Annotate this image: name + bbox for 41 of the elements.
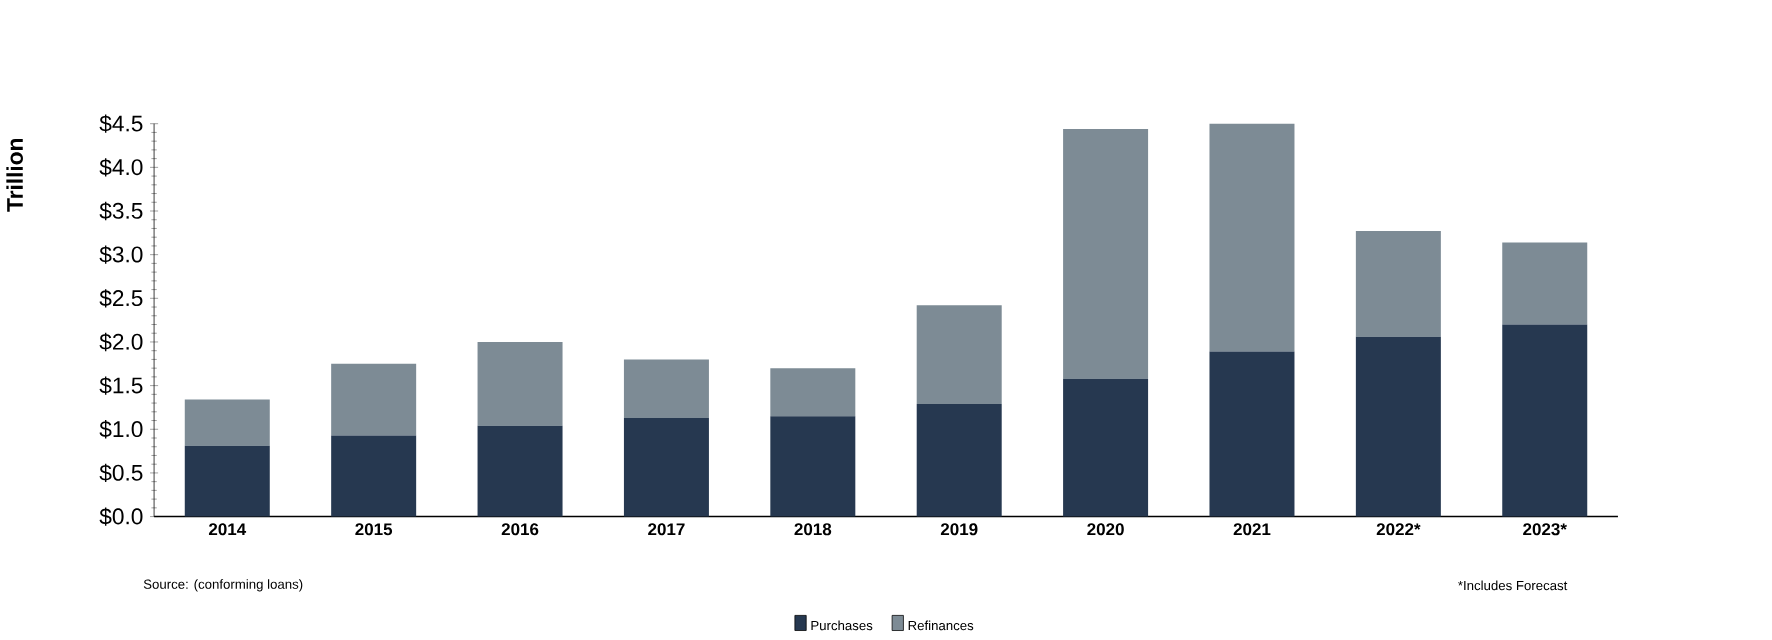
bar: [331, 435, 417, 517]
bar: [1355, 336, 1441, 517]
bar: [1209, 123, 1295, 352]
y-tick-label: $2.5: [99, 288, 143, 308]
x-tick-label: 2020: [1087, 522, 1124, 536]
y-tick-label: $3.5: [99, 201, 143, 220]
bar: [623, 359, 709, 418]
y-tick-label: $4.5: [99, 114, 143, 133]
bar: [916, 305, 1002, 404]
x-tick-label: 2017: [648, 522, 685, 536]
bar: [1502, 242, 1588, 325]
y-tick-label: $1.0: [99, 419, 143, 439]
bar: [623, 417, 709, 517]
bar: [184, 445, 270, 517]
y-tick-label: $4.0: [99, 157, 143, 177]
x-tick-label: 2023*: [1523, 522, 1567, 536]
y-tick-label: $2.0: [99, 332, 143, 351]
bar: [770, 367, 856, 416]
y-tick-label: $0.5: [99, 463, 143, 482]
x-tick-label: 2018: [794, 522, 832, 536]
x-tick-label: 2015: [355, 522, 393, 536]
bar: [477, 341, 563, 426]
y-tick-label: $3.0: [99, 245, 143, 264]
x-tick-label: 2019: [940, 522, 978, 536]
bar: [916, 403, 1002, 517]
x-tick-label: 2016: [501, 522, 539, 536]
y-tick-label: $1.5: [99, 376, 143, 395]
bar: [184, 399, 270, 446]
bar: [331, 363, 417, 436]
bar: [1063, 128, 1149, 379]
bar: [1502, 324, 1588, 517]
x-tick-label: 2014: [208, 522, 247, 536]
y-tick-label: $0.0: [99, 507, 143, 526]
x-tick-label: 2021: [1233, 522, 1271, 536]
bar: [770, 415, 856, 517]
bar: [1209, 351, 1295, 517]
bar: [477, 425, 563, 517]
bar: [1355, 230, 1441, 337]
bar: [1063, 378, 1149, 517]
x-tick-label: 2022*: [1376, 522, 1421, 536]
y-axis-title: Trillion: [6, 138, 23, 212]
